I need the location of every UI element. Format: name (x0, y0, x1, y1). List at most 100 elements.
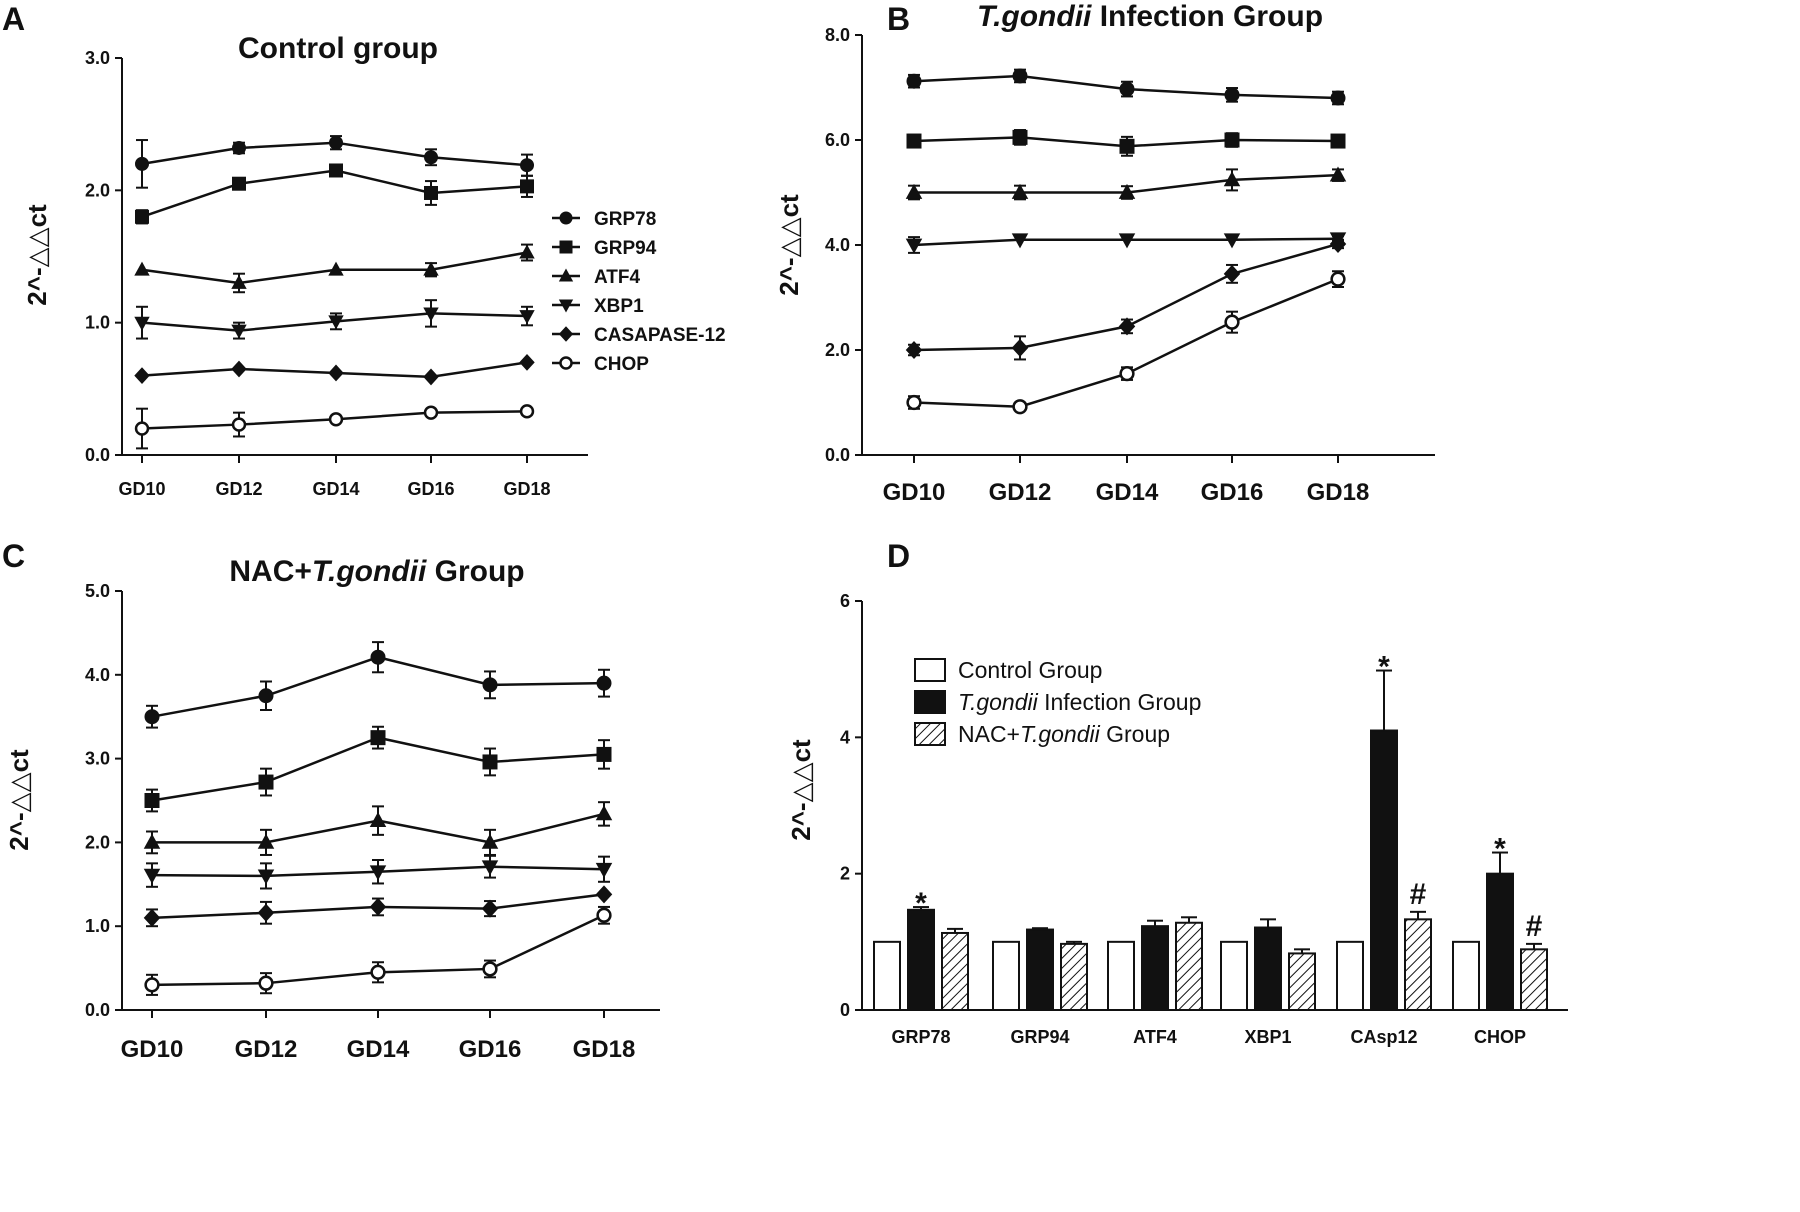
legend-swatch (914, 658, 946, 682)
y-tick-label: 0.0 (85, 445, 110, 465)
series-line (913, 277, 1339, 408)
series-grp78 (144, 641, 612, 729)
y-tick-label: 4.0 (85, 665, 110, 685)
data-point (328, 412, 344, 427)
data-point (1119, 366, 1135, 382)
series-grp78 (906, 68, 1346, 106)
data-point (482, 677, 498, 693)
data-point (231, 274, 247, 289)
data-point (905, 183, 923, 199)
bar (1107, 940, 1135, 1011)
data-point (143, 868, 161, 884)
data-point (424, 150, 438, 165)
data-point (595, 862, 613, 878)
data-point (1330, 133, 1346, 149)
series-xbp1 (134, 299, 535, 340)
legend-marker (558, 299, 574, 313)
data-point (134, 367, 150, 384)
data-point (329, 135, 343, 150)
legend-marker (558, 326, 574, 342)
data-point (144, 977, 160, 993)
y-tick-label: 5.0 (85, 581, 110, 601)
data-point (258, 975, 274, 991)
data-point (1224, 132, 1240, 148)
data-point (595, 805, 613, 821)
chart-title-text: Control group (238, 32, 438, 65)
x-tick-label: GD14 (1096, 479, 1159, 506)
data-point (1119, 138, 1135, 154)
data-point (328, 261, 344, 276)
x-tick-label: GD16 (1201, 479, 1264, 506)
data-point (143, 833, 161, 849)
legend-marker (559, 211, 573, 225)
y-tick-label: 1.0 (85, 916, 110, 936)
x-tick-label: GD14 (312, 479, 359, 499)
data-point (481, 833, 499, 849)
chart-title-text: T.gondii Infection Group (977, 0, 1323, 33)
data-point (369, 811, 387, 827)
data-point (231, 360, 247, 378)
x-tick-label: GD16 (407, 479, 454, 499)
data-point (423, 405, 439, 420)
data-point (905, 341, 923, 359)
data-point (906, 133, 922, 149)
bar (1288, 952, 1316, 1012)
legend-name-suffix: Infection Group (1038, 689, 1202, 715)
legend-name-suffix: Group (1100, 721, 1170, 747)
chart-title-italic: T.gondii (312, 555, 427, 588)
x-tick-label: CAsp12 (1350, 1027, 1417, 1047)
legend: GRP78 GRP94 ATF4 XBP1 CASAPASE-12 CHOP (552, 209, 726, 375)
series-xbp1 (143, 854, 613, 890)
data-point (482, 961, 498, 977)
data-point (1224, 314, 1240, 330)
y-tick-label: 2.0 (825, 340, 850, 360)
legend-marker (558, 268, 574, 282)
series-grp94 (135, 163, 534, 225)
y-tick-label: 4 (840, 727, 850, 747)
significance-mark: * (1494, 833, 1506, 866)
data-point (1012, 68, 1028, 84)
data-point (519, 310, 535, 325)
bar (1060, 942, 1088, 1012)
legend-entry: CASAPASE-12 (594, 325, 726, 346)
data-point (329, 163, 343, 178)
x-tick-label: GD18 (503, 479, 550, 499)
data-point (1011, 183, 1029, 199)
legend-name-italic: T.gondii (1020, 721, 1101, 747)
x-tick-label: GD18 (1307, 479, 1370, 506)
data-point (369, 897, 387, 916)
y-axis-label: 2^-△△ct (4, 749, 34, 851)
data-point (1012, 129, 1028, 145)
data-point (423, 261, 439, 276)
legend-entry: GRP94 (594, 238, 657, 259)
legend-entry: CHOP (594, 354, 649, 375)
panel-label: C (2, 538, 25, 574)
data-point (424, 185, 438, 200)
series-grp94 (144, 725, 612, 813)
data-point (1329, 234, 1347, 253)
data-point (596, 675, 612, 691)
legend-entry: GRP78 (594, 209, 656, 230)
legend-name-italic: T.gondii (958, 689, 1039, 715)
y-tick-label: 6.0 (825, 130, 850, 150)
legend-swatch (914, 722, 946, 746)
legend-marker (559, 356, 573, 370)
x-tick-label: GD14 (347, 1036, 410, 1063)
chart-title: Control group (238, 32, 438, 65)
series-casapase-12 (905, 234, 1347, 361)
x-tick-label: GD12 (989, 479, 1052, 506)
data-point (423, 368, 439, 386)
series-grp78 (135, 135, 534, 189)
series-bars-1: * * * (907, 651, 1514, 1012)
chart-title-suffix: Group (426, 555, 524, 588)
data-point (144, 709, 160, 725)
data-point (369, 865, 387, 881)
data-point (519, 353, 535, 371)
significance-mark: # (1526, 910, 1543, 943)
series-xbp1 (905, 232, 1347, 254)
legend-entry: Control Group (958, 657, 1102, 683)
data-point (905, 238, 923, 254)
data-point (258, 688, 274, 704)
data-point (906, 73, 922, 89)
y-tick-label: 4.0 (825, 235, 850, 255)
